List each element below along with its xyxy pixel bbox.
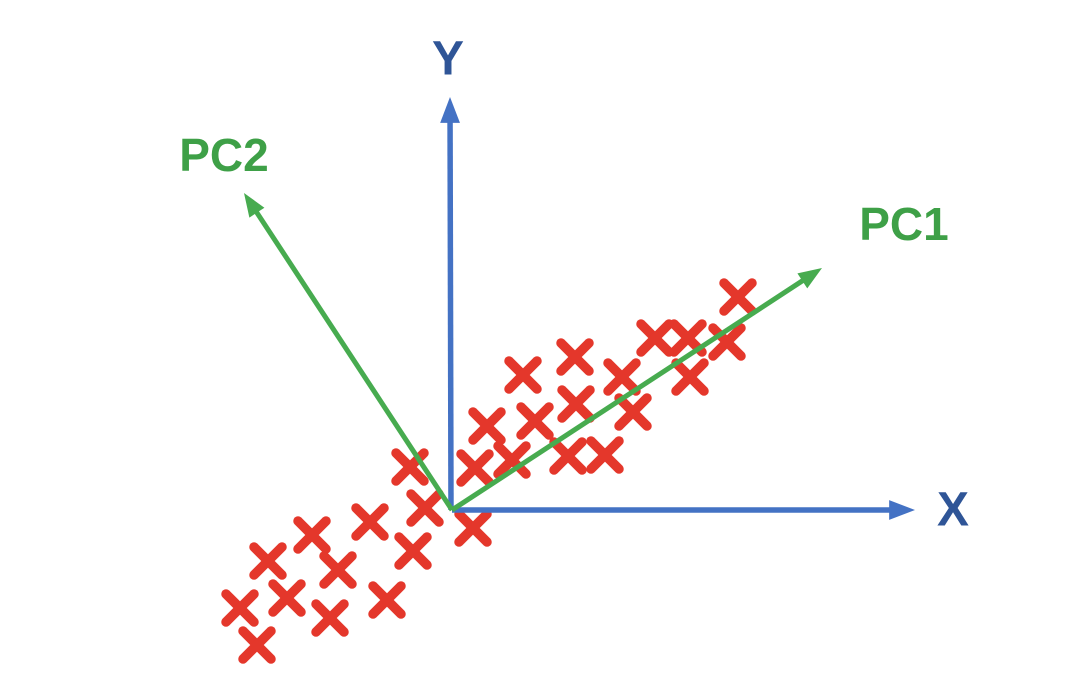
x-stroke bbox=[268, 579, 306, 617]
x-stroke bbox=[516, 402, 554, 440]
x-stroke bbox=[636, 319, 674, 357]
data-point-marker bbox=[293, 516, 331, 554]
pc1-arrow-line bbox=[450, 277, 806, 513]
x-stroke bbox=[319, 551, 357, 589]
x-axis-label: X bbox=[937, 484, 969, 537]
data-point-marker bbox=[557, 385, 595, 423]
pc2-arrow-arrowhead bbox=[244, 193, 265, 218]
y-axis-line bbox=[447, 120, 454, 511]
data-point-marker bbox=[586, 436, 624, 474]
y-axis-arrowhead bbox=[440, 97, 460, 123]
x-stroke bbox=[557, 385, 595, 423]
data-point-marker bbox=[368, 581, 406, 619]
x-stroke bbox=[293, 516, 331, 554]
data-point-marker bbox=[556, 338, 594, 376]
pc2-arrow-line bbox=[253, 209, 455, 512]
data-point-marker bbox=[456, 449, 494, 487]
data-point-marker bbox=[468, 407, 506, 445]
x-stroke bbox=[238, 626, 276, 664]
x-stroke bbox=[603, 358, 641, 396]
data-point-marker bbox=[249, 542, 287, 580]
data-point-marker bbox=[603, 358, 641, 396]
x-stroke bbox=[708, 323, 746, 361]
x-stroke bbox=[614, 393, 652, 431]
data-point-marker bbox=[319, 551, 357, 589]
data-points-layer bbox=[221, 278, 757, 664]
axes-layer bbox=[440, 97, 915, 520]
x-stroke bbox=[456, 449, 494, 487]
pc1-label: PC1 bbox=[859, 198, 948, 250]
data-point-marker bbox=[504, 356, 542, 394]
x-stroke bbox=[504, 356, 542, 394]
x-stroke bbox=[368, 581, 406, 619]
data-point-marker bbox=[406, 489, 444, 527]
pc1-arrow-arrowhead bbox=[797, 268, 822, 289]
data-point-marker bbox=[351, 503, 389, 541]
data-point-marker bbox=[394, 532, 432, 570]
x-stroke bbox=[221, 589, 259, 627]
principal-components-layer bbox=[244, 193, 822, 513]
x-stroke bbox=[586, 436, 624, 474]
data-point-marker bbox=[221, 589, 259, 627]
data-point-marker bbox=[516, 402, 554, 440]
x-stroke bbox=[454, 509, 492, 547]
data-point-marker bbox=[708, 323, 746, 361]
data-point-marker bbox=[549, 437, 587, 475]
data-point-marker bbox=[671, 358, 709, 396]
x-stroke bbox=[556, 338, 594, 376]
pc2-label: PC2 bbox=[179, 129, 268, 181]
x-stroke bbox=[493, 441, 531, 479]
data-point-marker bbox=[614, 393, 652, 431]
x-stroke bbox=[311, 599, 349, 637]
x-stroke bbox=[351, 503, 389, 541]
x-stroke bbox=[669, 319, 707, 357]
x-stroke bbox=[719, 278, 757, 316]
data-point-marker bbox=[311, 599, 349, 637]
data-point-marker bbox=[493, 441, 531, 479]
x-stroke bbox=[671, 358, 709, 396]
data-point-marker bbox=[636, 319, 674, 357]
data-point-marker bbox=[454, 509, 492, 547]
x-axis-arrowhead bbox=[889, 500, 915, 520]
x-stroke bbox=[406, 489, 444, 527]
data-point-marker bbox=[268, 579, 306, 617]
data-point-marker bbox=[238, 626, 276, 664]
data-point-marker bbox=[719, 278, 757, 316]
x-stroke bbox=[249, 542, 287, 580]
y-axis-label: Y bbox=[432, 33, 464, 86]
x-stroke bbox=[468, 407, 506, 445]
x-stroke bbox=[394, 532, 432, 570]
x-stroke bbox=[549, 437, 587, 475]
